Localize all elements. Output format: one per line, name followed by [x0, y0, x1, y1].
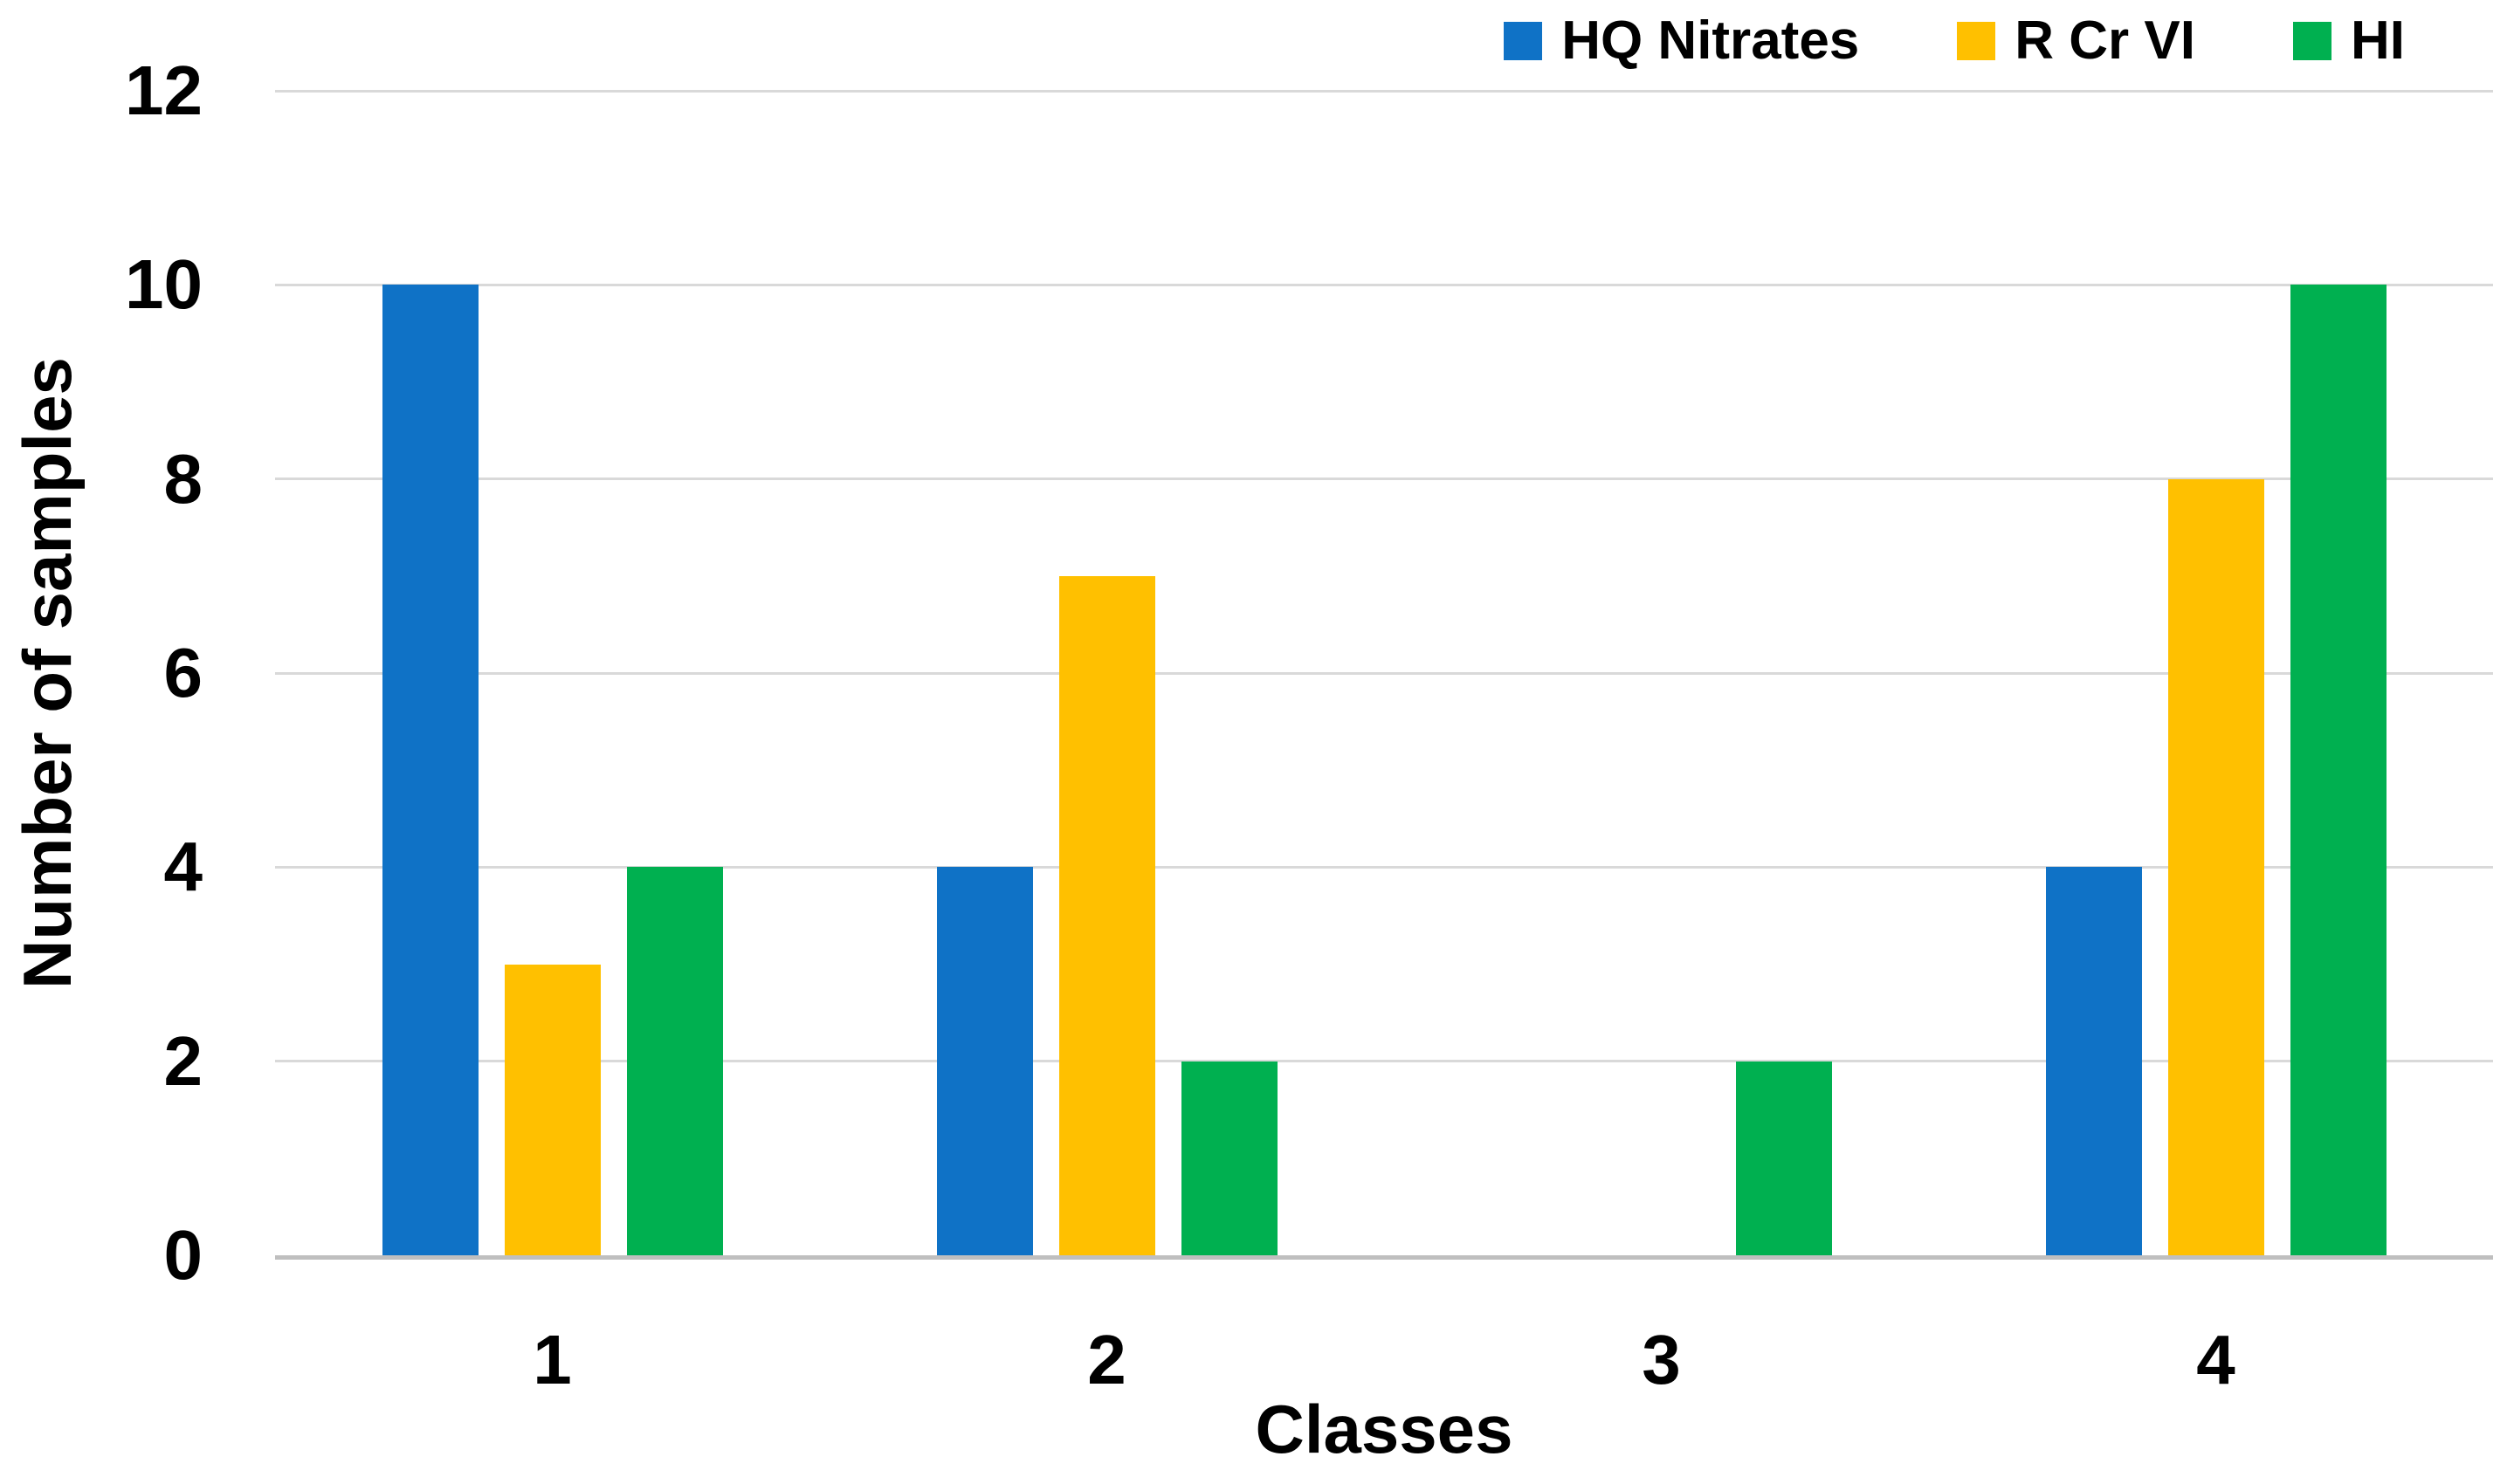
- bar-hi-class-2: [1181, 1061, 1278, 1255]
- y-tick-label-0: 0: [163, 1216, 203, 1294]
- y-tick-label-6: 6: [163, 634, 203, 711]
- legend-swatch-hi-icon: [2293, 22, 2331, 60]
- bar-hi-class-4: [2290, 285, 2387, 1255]
- x-axis-title: Classes: [1255, 1391, 1513, 1467]
- bar-r-cr-vi-class-4: [2167, 478, 2264, 1255]
- bar-hq-nitrates-class-1: [382, 285, 479, 1255]
- legend-swatch-r-cr-vi-icon: [1957, 22, 1996, 60]
- bar-hi-class-3: [1735, 1061, 1832, 1255]
- gridline-y-10: [275, 283, 2493, 286]
- y-tick-label-4: 4: [163, 828, 203, 906]
- x-tick-label-1: 1: [533, 1321, 572, 1398]
- x-tick-label-2: 2: [1087, 1321, 1126, 1398]
- gridline-y-8: [275, 477, 2493, 481]
- y-tick-label-12: 12: [125, 52, 203, 129]
- legend-swatch-hq-nitrates-icon: [1504, 22, 1543, 60]
- y-tick-label-2: 2: [163, 1021, 203, 1100]
- bar-hq-nitrates-class-2: [936, 867, 1033, 1255]
- gridline-y-4: [275, 865, 2493, 869]
- bar-r-cr-vi-class-2: [1058, 575, 1155, 1255]
- gridline-y-6: [275, 671, 2493, 675]
- legend-label-r-cr-vi: R Cr VI: [2015, 10, 2195, 71]
- legend-item-hq-nitrates: HQ Nitrates: [1504, 14, 1859, 68]
- legend: HQ Nitrates R Cr VI HI: [1504, 14, 2405, 68]
- y-tick-label-10: 10: [125, 245, 203, 324]
- legend-item-hi: HI: [2293, 14, 2405, 68]
- x-tick-label-3: 3: [1642, 1321, 1681, 1398]
- y-tick-label-8: 8: [163, 439, 203, 518]
- legend-label-hi: HI: [2351, 10, 2405, 71]
- gridline-y-2: [275, 1060, 2493, 1063]
- gridline-y-12: [275, 89, 2493, 93]
- legend-label-hq-nitrates: HQ Nitrates: [1561, 10, 1860, 71]
- x-axis-line: [275, 1255, 2493, 1260]
- bar-r-cr-vi-class-1: [504, 964, 601, 1255]
- legend-item-r-cr-vi: R Cr VI: [1957, 14, 2195, 68]
- bar-hq-nitrates-class-4: [2045, 867, 2142, 1255]
- bar-hi-class-1: [626, 867, 723, 1255]
- x-tick-label-4: 4: [2196, 1321, 2235, 1398]
